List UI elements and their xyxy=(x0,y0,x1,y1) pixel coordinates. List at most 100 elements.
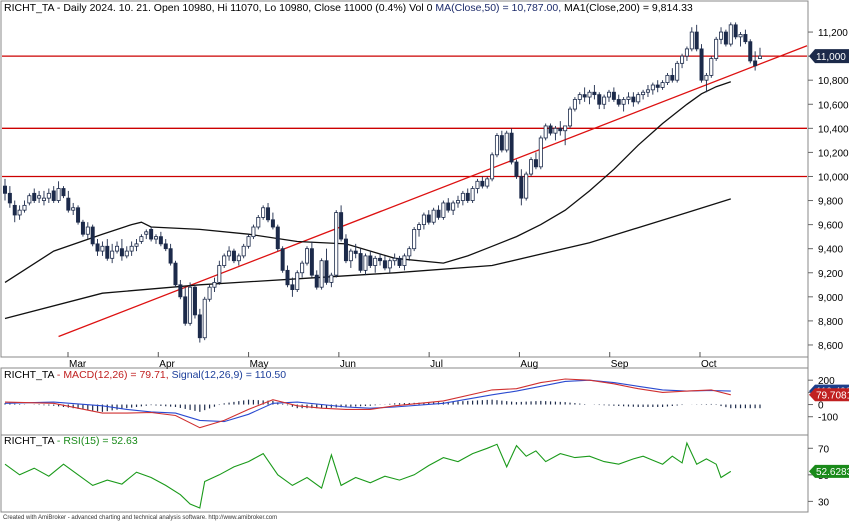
candle-body xyxy=(548,125,553,134)
candle-body xyxy=(32,192,37,201)
candle-body xyxy=(504,132,509,151)
candle-body xyxy=(475,180,480,189)
candle-body xyxy=(758,55,763,59)
month-label: Oct xyxy=(701,359,717,370)
candle-body xyxy=(314,274,319,288)
candle-body xyxy=(207,286,212,300)
candle-body xyxy=(723,31,728,45)
candle-body xyxy=(183,296,188,324)
candle-body xyxy=(446,202,451,211)
candle-body xyxy=(382,260,387,269)
candle-body xyxy=(163,243,168,250)
footer-credit: Created with AmiBroker - advanced charti… xyxy=(3,515,277,521)
candle-body xyxy=(602,96,607,105)
candle-body xyxy=(704,74,709,81)
candle-body xyxy=(353,250,358,254)
candle-body xyxy=(158,236,163,245)
candle-body xyxy=(480,180,485,187)
rsi-tick-label: 30 xyxy=(818,497,830,508)
candle-body xyxy=(699,48,704,81)
candle-body xyxy=(397,257,402,266)
candle-body xyxy=(607,91,612,98)
candle-body xyxy=(241,245,246,257)
macd-header: RICHT_TA - MACD(12,26) = 79.71, Signal(1… xyxy=(4,369,286,381)
candle-body xyxy=(80,221,85,235)
candle-body xyxy=(490,154,495,180)
macd-tag-value: 79.7081 xyxy=(816,390,850,401)
ma200-line xyxy=(4,198,731,320)
price-header: RICHT_TA - Daily 2024. 10. 21. Open 1098… xyxy=(4,2,693,14)
macd-symbol: RICHT_TA xyxy=(4,369,55,381)
candle-body xyxy=(139,236,144,242)
candle-body xyxy=(90,226,95,245)
candle-body xyxy=(12,204,17,216)
price-tick-label: 9,800 xyxy=(818,197,843,208)
candle-body xyxy=(144,231,149,235)
candle-body xyxy=(300,262,305,274)
header-info: - Daily 2024. 10. 21. Open 10980, Hi 110… xyxy=(54,2,435,14)
candle-body xyxy=(616,99,621,105)
candle-body xyxy=(134,243,139,247)
candle-body xyxy=(641,91,646,96)
candle-body xyxy=(110,250,115,259)
candle-body xyxy=(421,214,426,226)
candle-body xyxy=(373,257,378,266)
price-tick-label: 10,200 xyxy=(818,148,849,159)
candle-body xyxy=(270,219,275,228)
macd-tick-label: 200 xyxy=(818,376,835,387)
candle-body xyxy=(256,216,261,228)
candle-body xyxy=(455,200,460,204)
candle-body xyxy=(22,204,27,211)
month-label: Apr xyxy=(159,359,175,370)
price-tag-shape xyxy=(809,49,849,64)
candle-body xyxy=(689,31,694,50)
candle-body xyxy=(304,248,309,264)
candle-body xyxy=(343,238,348,262)
candle-body xyxy=(592,91,597,96)
rsi-legend: - RSI(15) = 52.63 xyxy=(54,435,138,447)
candle-body xyxy=(329,274,334,283)
candle-body xyxy=(753,60,758,67)
candle-body xyxy=(285,269,290,286)
candle-body xyxy=(743,34,748,43)
candle-body xyxy=(368,255,373,266)
candle-body xyxy=(115,245,120,252)
price-tick-label: 11,200 xyxy=(818,28,848,39)
candle-body xyxy=(227,250,232,257)
candle-body xyxy=(358,253,363,271)
month-label: Jul xyxy=(430,359,443,370)
macd-tick-label: 0 xyxy=(818,401,824,412)
candle-body xyxy=(412,229,417,250)
candle-body xyxy=(417,224,422,230)
candle-body xyxy=(71,207,76,211)
candle-body xyxy=(568,108,573,127)
candle-body xyxy=(563,125,568,132)
candlestick-series xyxy=(3,22,763,343)
candle-body xyxy=(582,94,587,98)
candle-body xyxy=(626,96,631,100)
candle-body xyxy=(95,243,100,252)
candle-body xyxy=(222,255,227,266)
candle-body xyxy=(41,197,46,201)
candle-body xyxy=(3,185,8,194)
price-tick-label: 9,600 xyxy=(818,221,843,232)
rsi-series xyxy=(4,441,732,509)
candle-body xyxy=(485,178,490,187)
candle-body xyxy=(572,99,577,110)
candle-body xyxy=(436,209,441,218)
candle-body xyxy=(168,248,173,264)
trendline-group xyxy=(58,45,808,338)
candle-body xyxy=(407,248,412,257)
rsi-header: RICHT_TA - RSI(15) = 52.63 xyxy=(4,435,138,447)
month-label: Aug xyxy=(520,359,538,370)
candle-body xyxy=(149,229,154,240)
candle-body xyxy=(402,255,407,266)
candle-body xyxy=(119,248,124,257)
month-label: Jun xyxy=(340,359,356,370)
candle-body xyxy=(153,236,158,240)
candle-body xyxy=(173,262,178,286)
candle-body xyxy=(631,96,636,103)
candle-body xyxy=(587,91,592,98)
candle-body xyxy=(650,84,655,91)
month-label: Mar xyxy=(69,359,87,370)
